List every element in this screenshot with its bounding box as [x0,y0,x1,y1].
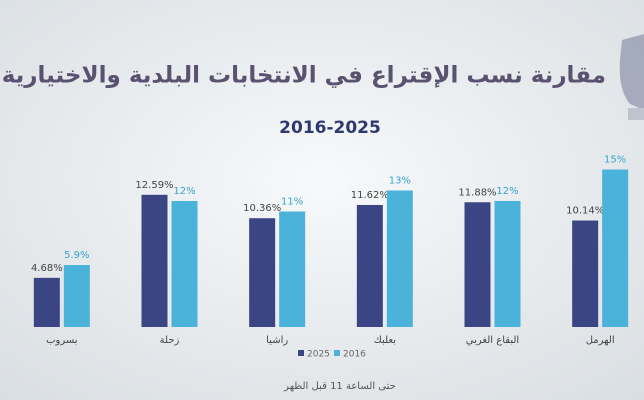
value-label: 10.14% [566,206,604,217]
note: حتى الساعة 11 قبل الظهر [283,381,396,392]
x-tick-label: بسروب [46,335,77,346]
value-label: 11% [281,197,303,208]
bar [141,194,168,327]
value-label: 15% [604,155,626,166]
value-label: 13% [389,176,411,187]
x-tick-label: بعلبك [374,335,396,346]
bar [33,277,60,327]
bar [279,211,306,327]
value-label: 12% [496,186,518,197]
value-label: 11.88% [458,187,496,198]
bar [171,201,198,327]
x-tick-label: راشيا [266,335,288,346]
bar [386,190,413,327]
legend-swatch [334,350,340,356]
value-label: 12% [173,186,195,197]
bar [464,202,491,327]
bar [249,218,276,327]
bar [572,220,599,327]
legend-swatch [298,350,304,356]
x-tick-label: زحلة [160,335,180,346]
bar [494,201,521,327]
logo [619,34,644,120]
bar [63,265,90,327]
bar [602,169,629,327]
x-tick-label: البقاع الغربي [466,335,519,346]
legend-label: 2016 [343,350,366,360]
value-label: 11.62% [351,190,389,201]
value-label: 4.68% [31,263,63,274]
value-label: 5.9% [64,250,89,261]
value-label: 12.59% [135,180,173,191]
x-tick-label: الهرمل [586,335,615,346]
bar [356,204,383,327]
chart-subtitle: 2016-2025 [279,118,381,138]
legend-label: 2025 [307,350,330,360]
chart-title: مقارنة نسب الإقتراع في الانتخابات البلدي… [2,63,606,89]
value-label: 10.36% [243,203,281,214]
